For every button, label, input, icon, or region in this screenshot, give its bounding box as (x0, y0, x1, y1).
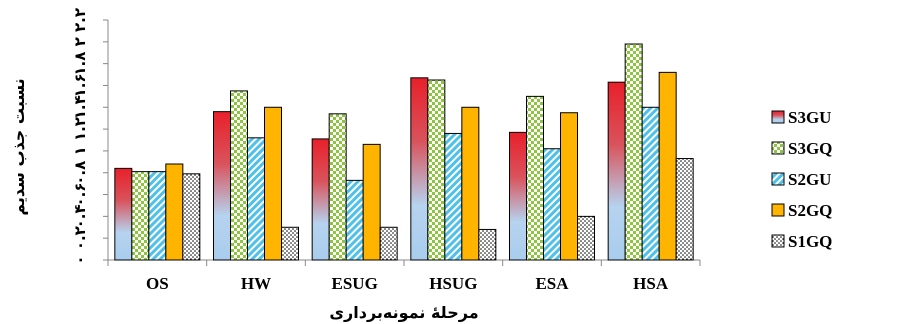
bar-s3gq-os (131, 171, 150, 261)
bar-s2gu-esa (543, 148, 561, 261)
plot-area (107, 20, 700, 261)
bar-s2gu-hsug (444, 132, 463, 261)
x-category-label: ESA (535, 274, 569, 293)
bar-s3gq-hsug (427, 79, 446, 261)
x-category-label: ESUG (332, 274, 378, 293)
y-tick-label: ۰.۶ (71, 183, 89, 207)
y-tick-label: ۲.۲ (71, 8, 89, 32)
bar-s2gq-hsa (658, 71, 677, 261)
bar-s3gu-hsa (607, 81, 626, 261)
bar-s1gq-hw (281, 226, 299, 261)
legend-label-s2gu: S2GU (788, 170, 831, 189)
y-tick-label: ۰.۲ (71, 226, 89, 250)
bar-s3gq-hw (230, 90, 248, 261)
bar-s3gq-esug (328, 113, 347, 261)
y-tick-label: ۱.۶ (71, 73, 89, 97)
legend-label-s3gu: S3GU (788, 108, 831, 127)
y-tick-label: ۱.۴ (71, 95, 89, 119)
bar-s2gu-hw (247, 137, 265, 261)
legend-swatch-s3gq (771, 141, 785, 155)
legend: S3GU S3GQ S2GU S2GQ S1GQ (771, 108, 832, 251)
y-tick-label: ۲ (71, 37, 89, 46)
bar-s2gu-hsa (641, 106, 660, 261)
legend-label-s3gq: S3GQ (788, 139, 832, 158)
y-tick-label: ۰.۸ (71, 161, 89, 185)
bar-s2gq-esa (560, 112, 578, 261)
y-axis-label: نسبت جذب سدیم (9, 78, 28, 215)
bar-s2gq-os (165, 163, 184, 261)
x-category-label: OS (146, 274, 169, 293)
y-tick-label: ۱ (71, 146, 89, 155)
x-axis-label: مرحلۀ نمونه‌برداری (329, 303, 478, 322)
bar-s1gq-esug (379, 226, 398, 261)
bar-s3gu-esa (509, 131, 527, 261)
y-tick-label: ۱.۲ (71, 117, 89, 141)
bar-s3gu-esug (311, 138, 330, 261)
bar-s3gq-hsa (624, 43, 643, 261)
bar-s3gu-hsug (410, 77, 429, 261)
x-axis-categories: OS HW ESUG HSUG ESA HSA (107, 260, 701, 293)
x-category-label: HSA (633, 274, 669, 293)
bar-s2gq-hw (264, 106, 282, 261)
bar-s2gu-os (148, 171, 167, 261)
bar-s2gu-esug (345, 179, 364, 261)
legend-swatch-s3gu (771, 110, 785, 124)
y-tick-label: ۰ (71, 255, 89, 264)
legend-swatch-s1gq (771, 234, 785, 248)
y-tick-label: ۰.۴ (71, 204, 89, 228)
bar-s1gq-hsug (478, 228, 497, 261)
bar-s2gq-esug (362, 143, 381, 261)
bar-s1gq-esa (577, 215, 595, 261)
bar-s3gu-hw (213, 111, 231, 261)
bar-s1gq-os (182, 173, 201, 261)
legend-swatch-s2gu (771, 172, 785, 186)
y-tick-label: ۱.۸ (71, 52, 89, 76)
bar-s3gu-os (114, 167, 133, 261)
bar-s1gq-hsa (675, 158, 694, 261)
legend-label-s1gq: S1GQ (788, 232, 832, 251)
x-category-label: HSUG (429, 274, 477, 293)
bar-s2gq-hsug (461, 106, 480, 261)
y-axis-ticks: ۰ ۰.۲۰.۴۰.۶۰.۸ ۱ ۱.۲۱.۴۱.۶۱.۸ ۲ ۲.۲ (71, 8, 108, 265)
legend-swatch-s2gq (771, 203, 785, 217)
x-category-label: HW (241, 274, 271, 293)
legend-label-s2gq: S2GQ (788, 201, 832, 220)
bar-s3gq-esa (526, 95, 544, 261)
